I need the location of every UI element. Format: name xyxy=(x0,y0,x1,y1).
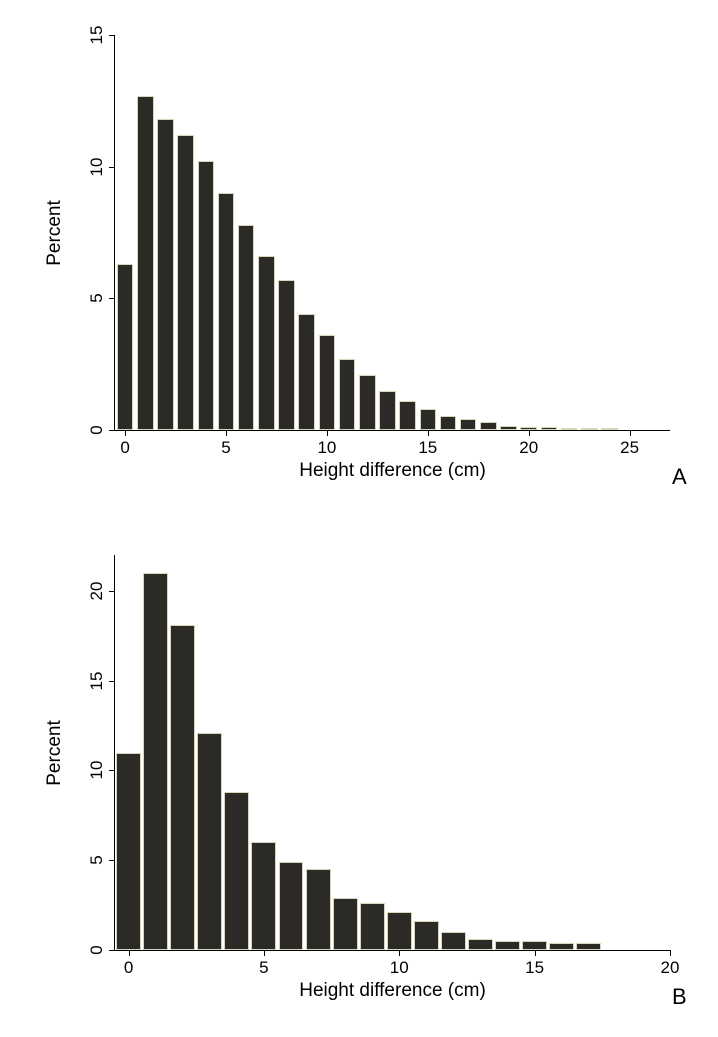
x-tick xyxy=(529,430,530,436)
histogram-bar xyxy=(251,842,276,950)
y-tick-label: 20 xyxy=(87,581,107,601)
histogram-bar xyxy=(278,280,295,430)
histogram-bar xyxy=(319,335,336,430)
histogram-bar xyxy=(387,912,412,950)
y-tick-label: 10 xyxy=(87,760,107,780)
x-tick xyxy=(129,950,130,956)
x-tick xyxy=(125,430,126,436)
plot-area-a: 0510152025051015 xyxy=(115,35,670,430)
x-tick xyxy=(630,430,631,436)
histogram-bar xyxy=(480,422,497,430)
y-tick xyxy=(109,591,115,592)
y-tick xyxy=(109,770,115,771)
x-axis-label: Height difference (cm) xyxy=(115,980,670,1002)
histogram-bar xyxy=(238,225,255,430)
y-tick-label: 5 xyxy=(87,288,107,308)
histogram-bar xyxy=(420,409,437,430)
panel-a: 0510152025051015 A PercentHeight differe… xyxy=(25,10,690,500)
histogram-bar xyxy=(197,733,222,950)
histogram-bar xyxy=(460,419,477,430)
histogram-bar xyxy=(359,375,376,430)
y-tick xyxy=(109,298,115,299)
x-tick-label: 25 xyxy=(610,438,650,458)
histogram-bar xyxy=(522,941,547,950)
y-axis-label: Percent xyxy=(44,720,66,785)
histogram-bar xyxy=(279,862,304,950)
y-tick xyxy=(109,167,115,168)
histogram-bar xyxy=(576,943,601,950)
panel-letter-a: A xyxy=(672,464,687,490)
histogram-bar xyxy=(379,391,396,431)
histogram-bar xyxy=(157,119,174,430)
y-axis xyxy=(114,35,115,430)
y-tick xyxy=(109,860,115,861)
x-tick xyxy=(327,430,328,436)
x-tick-label: 15 xyxy=(408,438,448,458)
histogram-bar xyxy=(468,939,493,950)
x-tick xyxy=(535,950,536,956)
y-tick xyxy=(109,35,115,36)
histogram-bar xyxy=(170,625,195,950)
x-tick-label: 10 xyxy=(379,958,419,978)
y-tick xyxy=(109,430,115,431)
x-axis xyxy=(115,430,670,431)
histogram-bar xyxy=(298,314,315,430)
y-axis xyxy=(114,555,115,950)
x-tick-label: 20 xyxy=(509,438,549,458)
plot-area-b: 0510152005101520 xyxy=(115,555,670,950)
y-tick xyxy=(109,950,115,951)
y-tick-label: 15 xyxy=(87,671,107,691)
x-tick xyxy=(264,950,265,956)
page: 0510152025051015 A PercentHeight differe… xyxy=(0,0,718,1037)
y-tick-label: 10 xyxy=(87,157,107,177)
histogram-bar xyxy=(495,941,520,950)
histogram-bar xyxy=(339,359,356,430)
x-tick-label: 5 xyxy=(244,958,284,978)
x-tick xyxy=(428,430,429,436)
histogram-bar xyxy=(143,573,168,950)
y-axis-label: Percent xyxy=(44,200,66,265)
histogram-bar xyxy=(218,193,235,430)
histogram-bar xyxy=(116,753,141,951)
x-axis xyxy=(115,950,670,951)
histogram-bar xyxy=(306,869,331,950)
y-tick xyxy=(109,681,115,682)
y-tick-label: 15 xyxy=(87,25,107,45)
histogram-bar xyxy=(333,898,358,950)
x-tick-label: 20 xyxy=(650,958,690,978)
y-tick-label: 0 xyxy=(87,940,107,960)
x-tick-label: 10 xyxy=(307,438,347,458)
x-tick xyxy=(670,950,671,956)
histogram-bar xyxy=(440,416,457,430)
panel-b: 0510152005101520 B PercentHeight differe… xyxy=(25,530,690,1020)
x-tick-label: 5 xyxy=(206,438,246,458)
x-tick-label: 0 xyxy=(109,958,149,978)
histogram-bar xyxy=(177,135,194,430)
x-tick xyxy=(399,950,400,956)
x-tick xyxy=(226,430,227,436)
x-axis-label: Height difference (cm) xyxy=(115,460,670,482)
histogram-bar xyxy=(117,264,134,430)
y-tick-label: 5 xyxy=(87,850,107,870)
histogram-bar xyxy=(360,903,385,950)
histogram-bar xyxy=(198,161,215,430)
histogram-bar xyxy=(137,96,154,430)
panel-letter-b: B xyxy=(672,984,687,1010)
histogram-bar xyxy=(414,921,439,950)
histogram-bar xyxy=(399,401,416,430)
histogram-bar xyxy=(258,256,275,430)
histogram-bar xyxy=(224,792,249,950)
y-tick-label: 0 xyxy=(87,420,107,440)
histogram-bar xyxy=(441,932,466,950)
x-tick-label: 0 xyxy=(105,438,145,458)
histogram-bar xyxy=(549,943,574,950)
x-tick-label: 15 xyxy=(515,958,555,978)
